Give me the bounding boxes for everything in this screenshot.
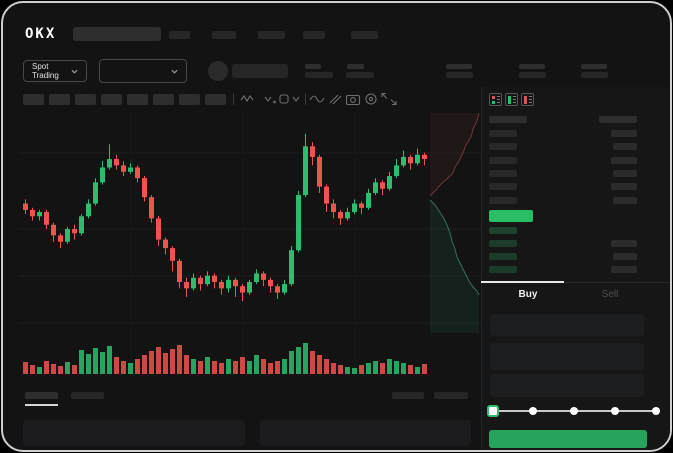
ticker-stat-label <box>347 64 364 69</box>
chevron-down-icon <box>71 69 78 74</box>
timeframe-button[interactable] <box>101 94 122 105</box>
ticker-stat-value <box>305 72 333 78</box>
book-asks-only-icon[interactable] <box>521 93 534 106</box>
fullscreen-icon[interactable] <box>381 92 397 106</box>
timeframe-button[interactable] <box>75 94 96 105</box>
ticker-stat-value <box>581 72 608 78</box>
pair-select-dropdown[interactable] <box>99 59 187 83</box>
camera-icon[interactable] <box>345 92 361 106</box>
product-type-dropdown[interactable]: Spot Trading <box>23 60 87 82</box>
record-circle-icon[interactable] <box>363 92 379 106</box>
ticker-stat-value <box>346 72 374 78</box>
book-amount-header <box>599 116 637 123</box>
bottom-action-placeholder[interactable] <box>392 392 424 399</box>
chevron-down-icon <box>171 69 178 74</box>
bottom-tab-open-orders[interactable] <box>25 392 58 399</box>
nav-item-placeholder[interactable] <box>212 31 236 39</box>
total-field[interactable] <box>490 374 644 397</box>
ticker-stat-label <box>519 64 545 69</box>
tab-buy[interactable]: Buy <box>518 289 538 300</box>
line-tool-icon[interactable] <box>309 92 325 106</box>
bid-row[interactable] <box>481 253 670 260</box>
ticker-stat-label <box>581 64 607 69</box>
ask-row[interactable] <box>481 169 670 177</box>
price-field[interactable] <box>490 314 644 336</box>
nav-item-placeholder[interactable] <box>303 31 325 39</box>
tabs-divider <box>481 282 670 283</box>
slider-stop-dot[interactable] <box>570 407 578 415</box>
slider-stop-dot[interactable] <box>529 407 537 415</box>
pair-avatar[interactable] <box>208 61 228 81</box>
ticker-stat-value <box>519 72 546 78</box>
slider-stop-dot[interactable] <box>652 407 660 415</box>
buy-submit-button[interactable] <box>489 430 647 448</box>
slider-stop-dot[interactable] <box>611 407 619 415</box>
timeframe-button[interactable] <box>23 94 44 105</box>
amount-field[interactable] <box>490 343 644 370</box>
nav-item-placeholder[interactable] <box>169 31 190 39</box>
brush-icon[interactable] <box>327 92 343 106</box>
okx-logo[interactable]: OKX <box>25 26 57 42</box>
timeframe-button[interactable] <box>127 94 148 105</box>
last-price-badge[interactable] <box>489 210 533 222</box>
amount-slider-handle[interactable] <box>487 405 499 417</box>
ask-row[interactable] <box>481 143 670 151</box>
nav-item-placeholder[interactable] <box>351 31 378 39</box>
ticker-stat-label <box>446 64 472 69</box>
indicator-zigzag-icon[interactable] <box>240 92 256 106</box>
buy-tab-underline <box>481 281 564 283</box>
orders-list-panel[interactable] <box>23 420 245 446</box>
book-price-header <box>489 116 527 123</box>
ask-row[interactable] <box>481 156 670 164</box>
ticker-stat-label <box>305 64 321 69</box>
search-input[interactable] <box>73 27 161 41</box>
product-type-label: Spot Trading <box>32 62 59 80</box>
bottom-tab-underline <box>25 404 58 406</box>
timeframe-button[interactable] <box>205 94 226 105</box>
book-bids-only-icon[interactable] <box>505 93 518 106</box>
tab-sell[interactable]: Sell <box>601 289 619 300</box>
timeframe-button[interactable] <box>153 94 174 105</box>
ticker-stat-value <box>446 72 473 78</box>
bottom-action-placeholder[interactable] <box>434 392 468 399</box>
book-combined-icon[interactable] <box>489 93 502 106</box>
timeframe-button[interactable] <box>179 94 200 105</box>
ask-row[interactable] <box>481 130 670 137</box>
timeframe-button[interactable] <box>49 94 70 105</box>
bid-row[interactable] <box>481 240 670 247</box>
bid-row[interactable] <box>481 227 670 234</box>
bid-row[interactable] <box>481 266 670 273</box>
nav-item-placeholder[interactable] <box>258 31 285 39</box>
pair-name-placeholder <box>232 64 288 78</box>
ask-row[interactable] <box>481 196 670 204</box>
candle-style-chevron-icon[interactable] <box>261 92 277 106</box>
interval-chevron-icon[interactable] <box>279 92 301 106</box>
ask-row[interactable] <box>481 183 670 191</box>
candlestick-chart-canvas[interactable] <box>3 3 672 452</box>
orders-list-panel[interactable] <box>260 420 471 446</box>
bottom-tab-order-history[interactable] <box>71 392 104 399</box>
